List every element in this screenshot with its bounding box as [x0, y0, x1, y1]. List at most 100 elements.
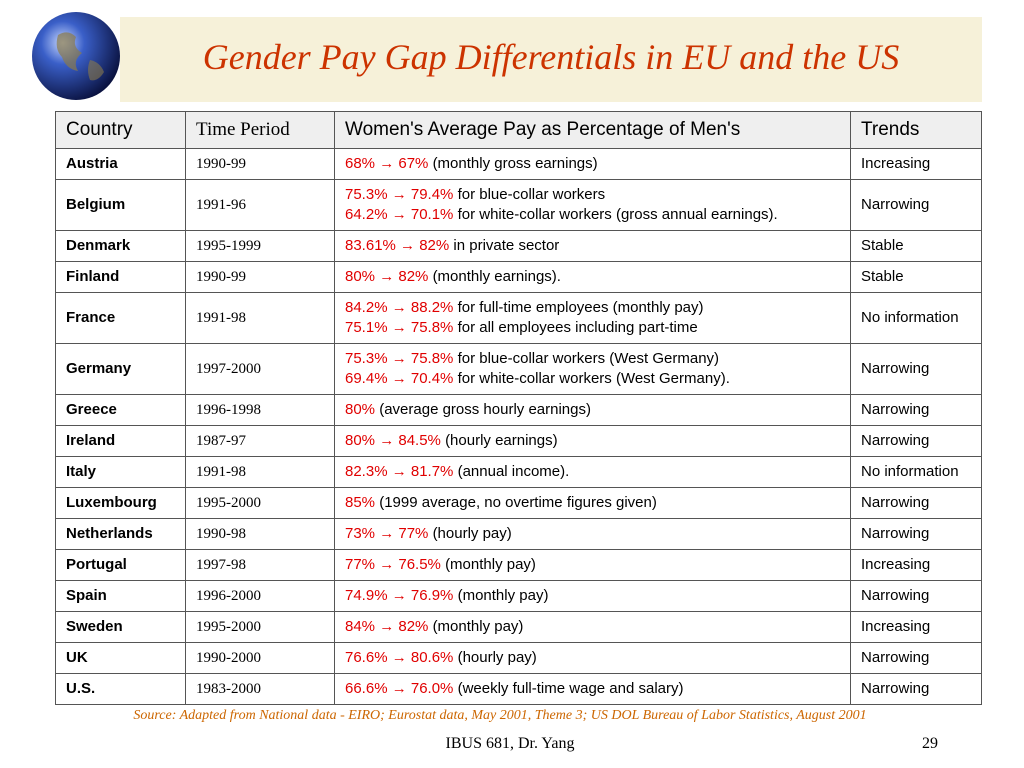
- trend-cell: No information: [850, 292, 982, 344]
- trend-cell: Narrowing: [850, 580, 982, 612]
- pay-cell: 66.6% → 76.0% (weekly full-time wage and…: [334, 673, 851, 705]
- country-cell: Spain: [55, 580, 186, 612]
- country-cell: Germany: [55, 343, 186, 395]
- pay-change: 84.2% → 88.2%: [345, 299, 454, 316]
- table-row: Denmark 1995-1999 83.61% → 82% in private …: [55, 230, 982, 262]
- country-cell: Denmark: [55, 230, 186, 262]
- pay-note: for white-collar workers (West Germany).: [457, 370, 730, 387]
- period-cell: 1991-96: [185, 179, 335, 231]
- course-label: IBUS 681, Dr. Yang: [445, 735, 575, 752]
- trend-cell: Narrowing: [850, 343, 982, 395]
- pay-cell: 85% (1999 average, no overtime figures g…: [334, 487, 851, 519]
- column-header: Women's Average Pay as Percentage of Men…: [334, 111, 851, 149]
- trend-cell: Stable: [850, 230, 982, 262]
- trend-cell: Stable: [850, 261, 982, 293]
- pay-cell: 82.3% → 81.7% (annual income).: [334, 456, 851, 488]
- pay-change: 75.3% → 79.4%: [345, 186, 454, 203]
- pay-change: 75.3% → 75.8%: [345, 350, 454, 367]
- period-cell: 1995-1999: [185, 230, 335, 262]
- source-note: Source: Adapted from National data - EIR…: [133, 708, 867, 723]
- pay-cell: 80% → 84.5% (hourly earnings): [334, 425, 851, 457]
- pay-line: 76.6% → 80.6% (hourly pay): [345, 648, 840, 668]
- period-cell: 1990-99: [185, 148, 335, 180]
- country-cell: UK: [55, 642, 186, 674]
- pay-line: 80% → 84.5% (hourly earnings): [345, 431, 840, 451]
- pay-note: (monthly pay): [432, 618, 524, 635]
- pay-cell: 76.6% → 80.6% (hourly pay): [334, 642, 851, 674]
- pay-line: 69.4% → 70.4% for white-collar workers (…: [345, 369, 840, 389]
- table-row: U.S. 1983-2000 66.6% → 76.0% (weekly full-…: [55, 673, 982, 705]
- period-cell: 1995-2000: [185, 487, 335, 519]
- pay-note: for full-time employees (monthly pay): [457, 299, 704, 316]
- period-cell: 1990-99: [185, 261, 335, 293]
- period-cell: 1987-97: [185, 425, 335, 457]
- page-number: 29: [922, 735, 938, 752]
- pay-cell: 68% → 67% (monthly gross earnings): [334, 148, 851, 180]
- title: Gender Pay Gap Differentials in EU and t…: [202, 37, 900, 77]
- country-cell: Finland: [55, 261, 186, 293]
- pay-line: 84.2% → 88.2% for full-time employees (m…: [345, 298, 840, 318]
- period-cell: 1990-2000: [185, 642, 335, 674]
- pay-change: 68% → 67%: [345, 155, 429, 172]
- trend-cell: Increasing: [850, 549, 982, 581]
- pay-line: 84% → 82% (monthly pay): [345, 617, 840, 637]
- table-row: Spain 1996-2000 74.9% → 76.9% (monthly pay…: [55, 580, 982, 612]
- pay-change: 69.4% → 70.4%: [345, 370, 454, 387]
- trend-cell: Narrowing: [850, 518, 982, 550]
- country-cell: France: [55, 292, 186, 344]
- table-row: Ireland 1987-97 80% → 84.5% (hourly earnin…: [55, 425, 982, 457]
- pay-note: for white-collar workers (gross annual e…: [457, 206, 778, 223]
- pay-note: for blue-collar workers (West Germany): [457, 350, 720, 367]
- pay-cell: 84% → 82% (monthly pay): [334, 611, 851, 643]
- pay-cell: 80% (average gross hourly earnings): [334, 394, 851, 426]
- pay-note: (monthly earnings).: [432, 268, 561, 285]
- pay-note: for blue-collar workers: [457, 186, 606, 203]
- pay-cell: 83.61% → 82% in private sector: [334, 230, 851, 262]
- pay-line: 75.3% → 79.4% for blue-collar workers: [345, 185, 840, 205]
- pay-note: (monthly pay): [457, 587, 549, 604]
- pay-cell: 73% → 77% (hourly pay): [334, 518, 851, 550]
- trend-cell: Narrowing: [850, 487, 982, 519]
- pay-cell: 84.2% → 88.2% for full-time employees (m…: [334, 292, 851, 344]
- trend-cell: Narrowing: [850, 673, 982, 705]
- table-row: Portugal 1997-98 77% → 76.5% (monthly pay)…: [55, 549, 982, 581]
- table-row: Netherlands 1990-98 73% → 77% (hourly pay)…: [55, 518, 982, 550]
- column-header: Trends: [850, 111, 982, 149]
- period-cell: 1990-98: [185, 518, 335, 550]
- table-row: Finland 1990-99 80% → 82% (monthly earning…: [55, 261, 982, 293]
- period-cell: 1995-2000: [185, 611, 335, 643]
- pay-change: 83.61% → 82%: [345, 237, 450, 254]
- pay-note: (monthly gross earnings): [432, 155, 598, 172]
- trend-cell: No information: [850, 456, 982, 488]
- country-cell: U.S.: [55, 673, 186, 705]
- pay-change: 82.3% → 81.7%: [345, 463, 454, 480]
- pay-change: 76.6% → 80.6%: [345, 649, 454, 666]
- pay-note: (annual income).: [457, 463, 570, 480]
- header-row: Country Time Period Women's Average Pay as…: [55, 111, 982, 149]
- pay-line: 75.3% → 75.8% for blue-collar workers (W…: [345, 349, 840, 369]
- table-row: Germany 1997-2000 75.3% → 75.8% for blue-c…: [55, 343, 982, 395]
- trend-cell: Narrowing: [850, 394, 982, 426]
- country-cell: Portugal: [55, 549, 186, 581]
- pay-cell: 77% → 76.5% (monthly pay): [334, 549, 851, 581]
- pay-note: for all employees including part-time: [457, 319, 698, 336]
- pay-change: 80% → 82%: [345, 268, 429, 285]
- table-row: Greece 1996-1998 80% (average gross hourly…: [55, 394, 982, 426]
- pay-gap-table: Country Time Period Women's Average Pay as…: [55, 111, 982, 705]
- pay-change: 73% → 77%: [345, 525, 429, 542]
- country-cell: Luxembourg: [55, 487, 186, 519]
- table-row: Sweden 1995-2000 84% → 82% (monthly pay) In…: [55, 611, 982, 643]
- table-row: Italy 1991-98 82.3% → 81.7% (annual income…: [55, 456, 982, 488]
- pay-line: 82.3% → 81.7% (annual income).: [345, 462, 840, 482]
- pay-line: 64.2% → 70.1% for white-collar workers (…: [345, 205, 840, 225]
- table-row: UK 1990-2000 76.6% → 80.6% (hourly pay) Nar…: [55, 642, 982, 674]
- pay-change: 64.2% → 70.1%: [345, 206, 454, 223]
- period-cell: 1997-98: [185, 549, 335, 581]
- title-box: Gender Pay Gap Differentials in EU and t…: [120, 17, 982, 102]
- trend-cell: Increasing: [850, 611, 982, 643]
- country-cell: Belgium: [55, 179, 186, 231]
- pay-line: 83.61% → 82% in private sector: [345, 236, 840, 256]
- pay-change: 80% → 84.5%: [345, 432, 441, 449]
- pay-note: (monthly pay): [445, 556, 536, 573]
